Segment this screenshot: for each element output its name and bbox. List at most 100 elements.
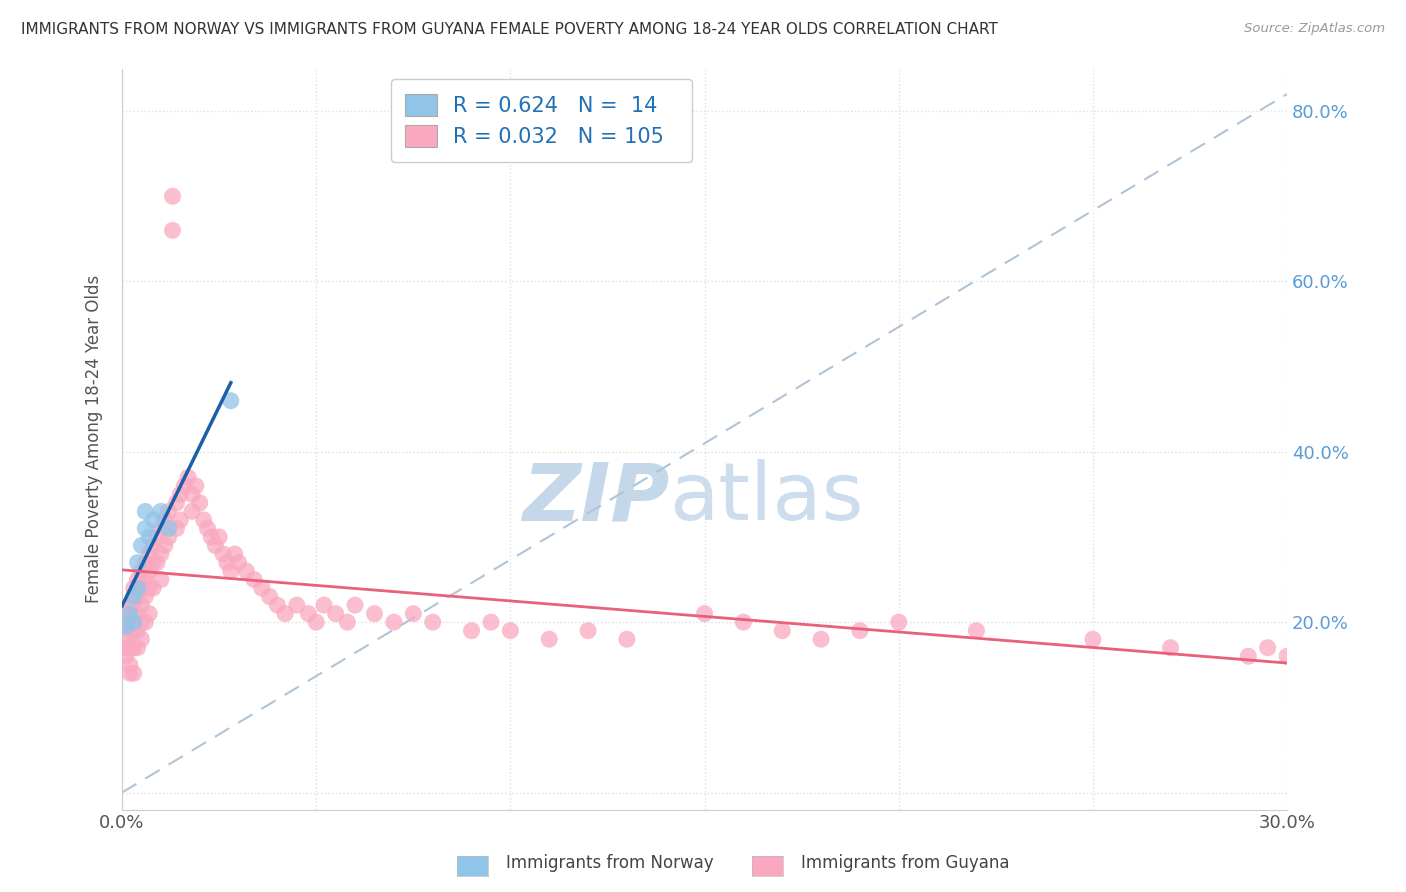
Point <box>122 615 145 629</box>
Point <box>181 487 204 501</box>
Point <box>138 564 160 578</box>
Point <box>243 573 266 587</box>
Point <box>127 573 149 587</box>
Point <box>312 598 335 612</box>
Point <box>142 581 165 595</box>
Point <box>149 521 172 535</box>
Point <box>153 513 176 527</box>
Point <box>131 615 153 629</box>
Point <box>149 547 172 561</box>
Point <box>127 640 149 655</box>
Point <box>127 607 149 621</box>
Point <box>402 607 425 621</box>
Point <box>153 539 176 553</box>
Point <box>131 539 153 553</box>
Point <box>134 573 156 587</box>
Point <box>479 615 502 629</box>
Point <box>122 640 145 655</box>
Point <box>344 598 367 612</box>
Point <box>770 624 793 638</box>
Point <box>197 521 219 535</box>
Point <box>118 607 141 621</box>
Point <box>177 470 200 484</box>
Point <box>146 556 169 570</box>
Point <box>235 564 257 578</box>
Point <box>1295 657 1317 672</box>
Point <box>146 530 169 544</box>
Point <box>219 564 242 578</box>
Point <box>810 632 832 647</box>
Point <box>499 624 522 638</box>
Point <box>169 513 191 527</box>
Point <box>134 615 156 629</box>
Point <box>460 624 482 638</box>
Point <box>131 632 153 647</box>
Y-axis label: Female Poverty Among 18-24 Year Olds: Female Poverty Among 18-24 Year Olds <box>86 275 103 603</box>
Text: atlas: atlas <box>669 459 865 537</box>
Point <box>134 504 156 518</box>
Point <box>162 189 184 203</box>
Point <box>127 581 149 595</box>
Point <box>118 598 141 612</box>
Point <box>157 521 180 535</box>
Point <box>184 479 207 493</box>
Text: Immigrants from Norway: Immigrants from Norway <box>506 855 714 872</box>
Point <box>250 581 273 595</box>
Point <box>733 615 755 629</box>
Point <box>173 479 195 493</box>
Point <box>193 513 215 527</box>
Point <box>849 624 872 638</box>
Point <box>127 590 149 604</box>
Point <box>204 539 226 553</box>
Point <box>131 581 153 595</box>
Point <box>165 496 187 510</box>
Point <box>1081 632 1104 647</box>
Point <box>115 640 138 655</box>
Point <box>274 607 297 621</box>
Point <box>134 521 156 535</box>
Point <box>138 530 160 544</box>
Point <box>1275 649 1298 664</box>
Point <box>157 530 180 544</box>
Point <box>887 615 910 629</box>
Legend: R = 0.624   N =  14  , R = 0.032   N = 105  : R = 0.624 N = 14 , R = 0.032 N = 105 <box>391 78 692 161</box>
Point <box>266 598 288 612</box>
Point <box>115 607 138 621</box>
Point <box>188 496 211 510</box>
Point <box>208 530 231 544</box>
Point <box>118 657 141 672</box>
Point <box>138 607 160 621</box>
Point <box>134 590 156 604</box>
Point <box>142 556 165 570</box>
Point <box>115 632 138 647</box>
Point <box>616 632 638 647</box>
Point <box>122 581 145 595</box>
Point <box>1160 640 1182 655</box>
Point <box>115 615 138 629</box>
Point <box>693 607 716 621</box>
Point <box>134 556 156 570</box>
Point <box>127 624 149 638</box>
Point <box>131 598 153 612</box>
Point <box>165 521 187 535</box>
Point <box>422 615 444 629</box>
Text: Source: ZipAtlas.com: Source: ZipAtlas.com <box>1244 22 1385 36</box>
Point <box>325 607 347 621</box>
Point <box>538 632 561 647</box>
Point <box>118 666 141 681</box>
Point <box>363 607 385 621</box>
Point <box>228 556 250 570</box>
Text: Immigrants from Guyana: Immigrants from Guyana <box>801 855 1010 872</box>
Point <box>285 598 308 612</box>
Point <box>138 547 160 561</box>
Text: ZIP: ZIP <box>522 459 669 537</box>
Text: IMMIGRANTS FROM NORWAY VS IMMIGRANTS FROM GUYANA FEMALE POVERTY AMONG 18-24 YEAR: IMMIGRANTS FROM NORWAY VS IMMIGRANTS FRO… <box>21 22 998 37</box>
Point <box>138 581 160 595</box>
Point <box>200 530 222 544</box>
Point <box>122 666 145 681</box>
Point <box>259 590 281 604</box>
Point <box>576 624 599 638</box>
Point <box>122 598 145 612</box>
Point <box>115 619 138 633</box>
Point <box>215 556 238 570</box>
